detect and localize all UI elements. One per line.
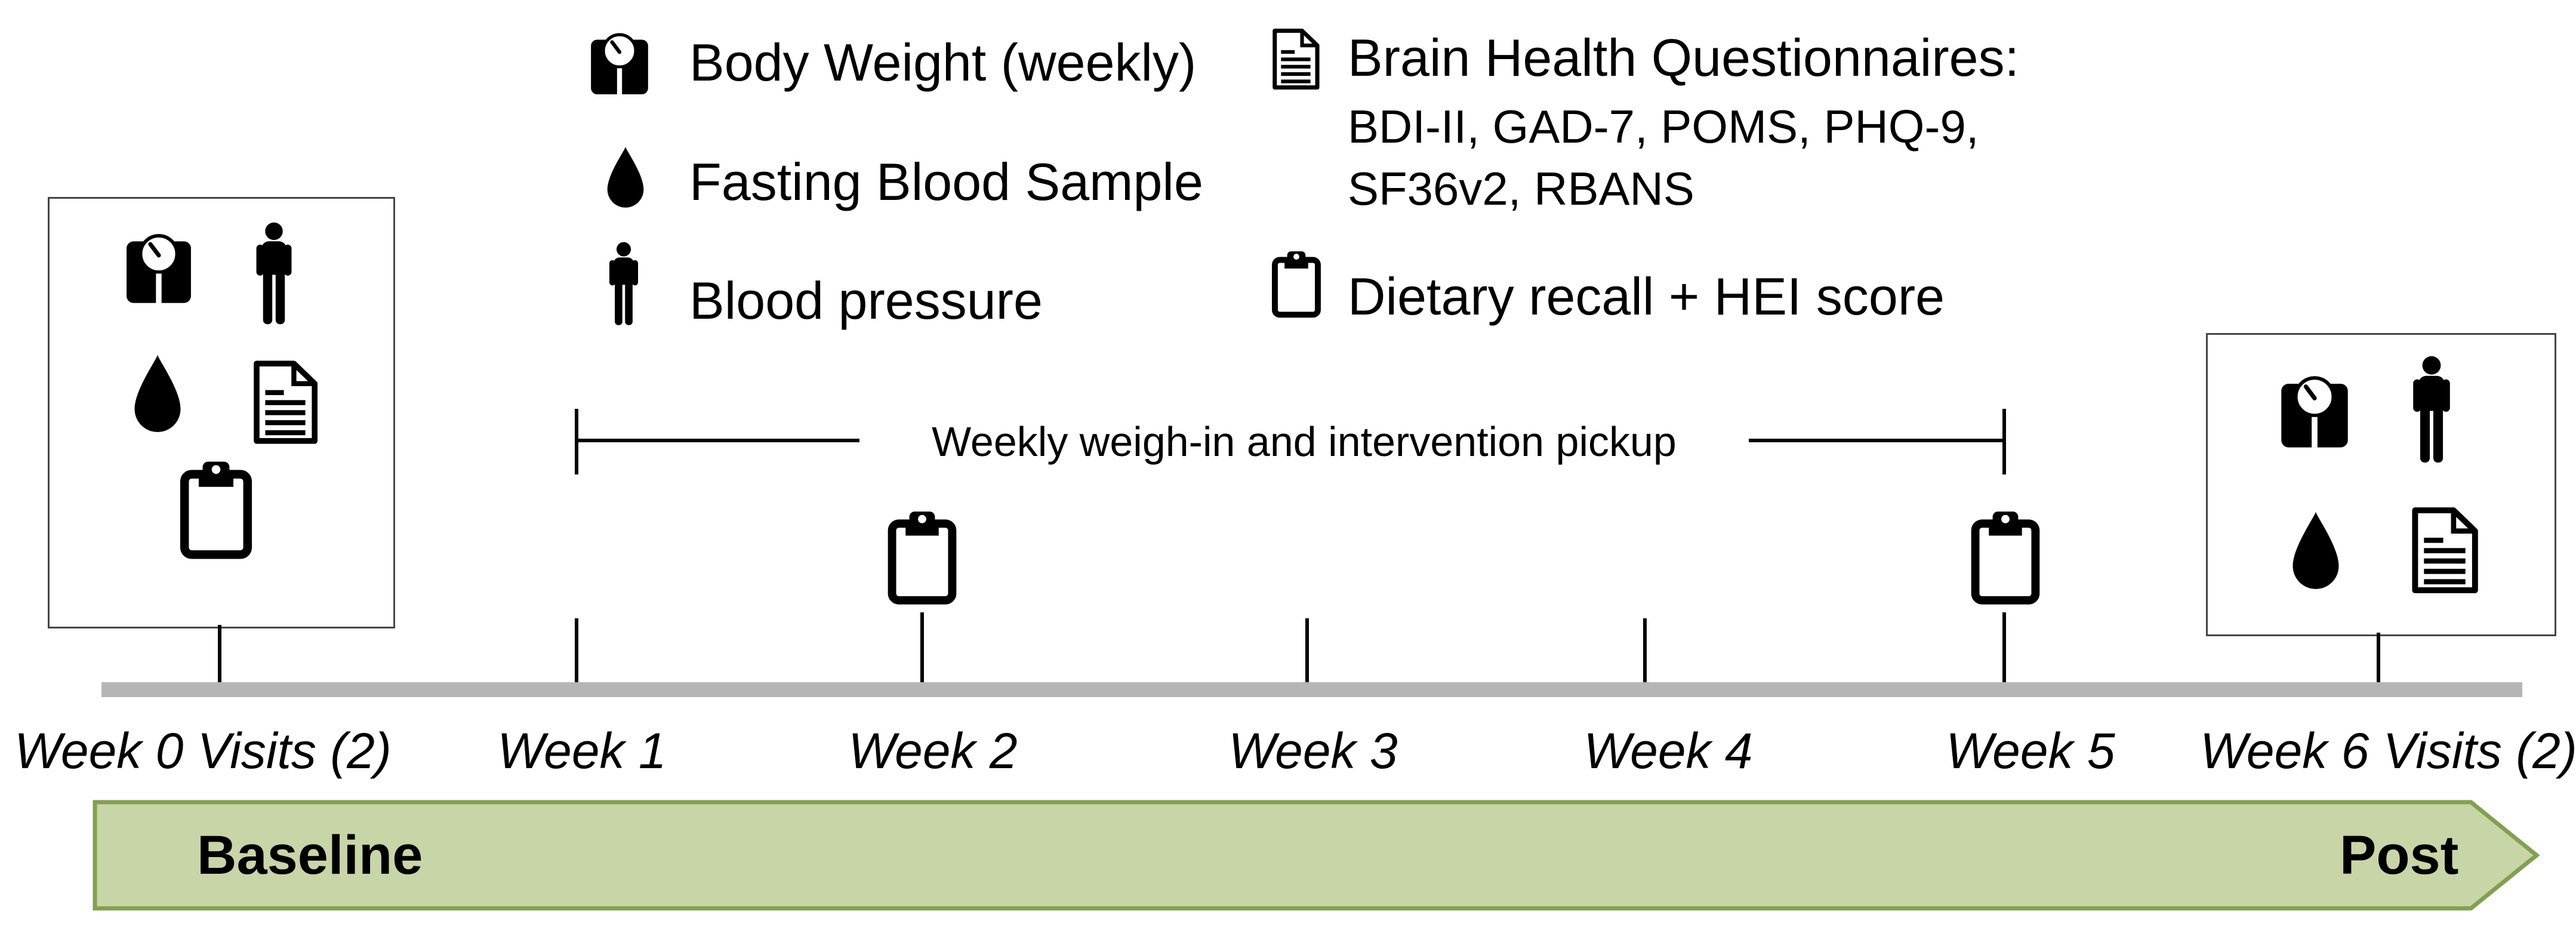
droplet-icon	[127, 351, 189, 439]
clipboard-icon	[1269, 248, 1323, 321]
timeline-tick-week1	[575, 618, 578, 682]
scale-icon	[588, 30, 651, 97]
timeline-bar	[101, 682, 2522, 697]
timeline-tick-week6	[2377, 633, 2380, 682]
timeline-tick-week2	[920, 612, 924, 682]
timeline-tick-week4	[1643, 618, 1647, 682]
timeline-tick-week5	[2002, 612, 2006, 682]
timeline-tick-week3	[1305, 618, 1309, 682]
week-label-6: Week 6 Visits (2)	[2200, 723, 2576, 779]
week0-visit-box	[48, 197, 395, 628]
week-label-3: Week 3	[1228, 723, 1398, 779]
droplet-icon	[601, 143, 650, 214]
legend-label-blood-pressure: Blood pressure	[689, 271, 1043, 330]
week-label-4: Week 4	[1583, 723, 1753, 779]
scale-icon	[121, 232, 197, 304]
phase-banner-arrow	[93, 800, 2540, 911]
clipboard-icon	[1968, 507, 2043, 608]
timeline-tick-week0	[218, 625, 221, 682]
week-label-5: Week 5	[1946, 723, 2115, 779]
bracket-right-line	[1749, 439, 2005, 442]
baseline-label: Baseline	[197, 825, 423, 886]
week-label-2: Week 2	[848, 723, 1018, 779]
legend-label-questionnaire-list-1: BDI-II, GAD-7, POMS, PHQ-9,	[1348, 100, 1979, 153]
week6-visit-box	[2206, 333, 2556, 636]
week-label-0: Week 0 Visits (2)	[14, 723, 392, 779]
bracket-left-line	[577, 439, 859, 442]
legend-label-dietary-recall: Dietary recall + HEI score	[1348, 267, 1945, 326]
legend-label-questionnaire-list-2: SF36v2, RBANS	[1348, 162, 1694, 215]
scale-icon	[2275, 374, 2355, 449]
droplet-icon	[2285, 505, 2347, 599]
bracket-right-tick	[2002, 409, 2006, 474]
legend-label-brain-health: Brain Health Questionnaires:	[1348, 28, 2020, 87]
bracket-label: Weekly weigh-in and intervention pickup	[932, 418, 1677, 465]
person-icon	[248, 222, 300, 326]
person-icon	[603, 242, 645, 326]
clipboard-icon	[177, 458, 255, 561]
document-icon	[2408, 502, 2482, 599]
legend-label-fasting-blood: Fasting Blood Sample	[689, 152, 1203, 211]
post-label: Post	[2340, 825, 2459, 886]
legend-label-body-weight: Body Weight (weekly)	[689, 33, 1197, 92]
person-icon	[2405, 356, 2458, 464]
document-icon	[249, 357, 321, 448]
document-icon	[1269, 27, 1322, 91]
clipboard-icon	[885, 507, 960, 608]
week-label-1: Week 1	[497, 723, 667, 779]
